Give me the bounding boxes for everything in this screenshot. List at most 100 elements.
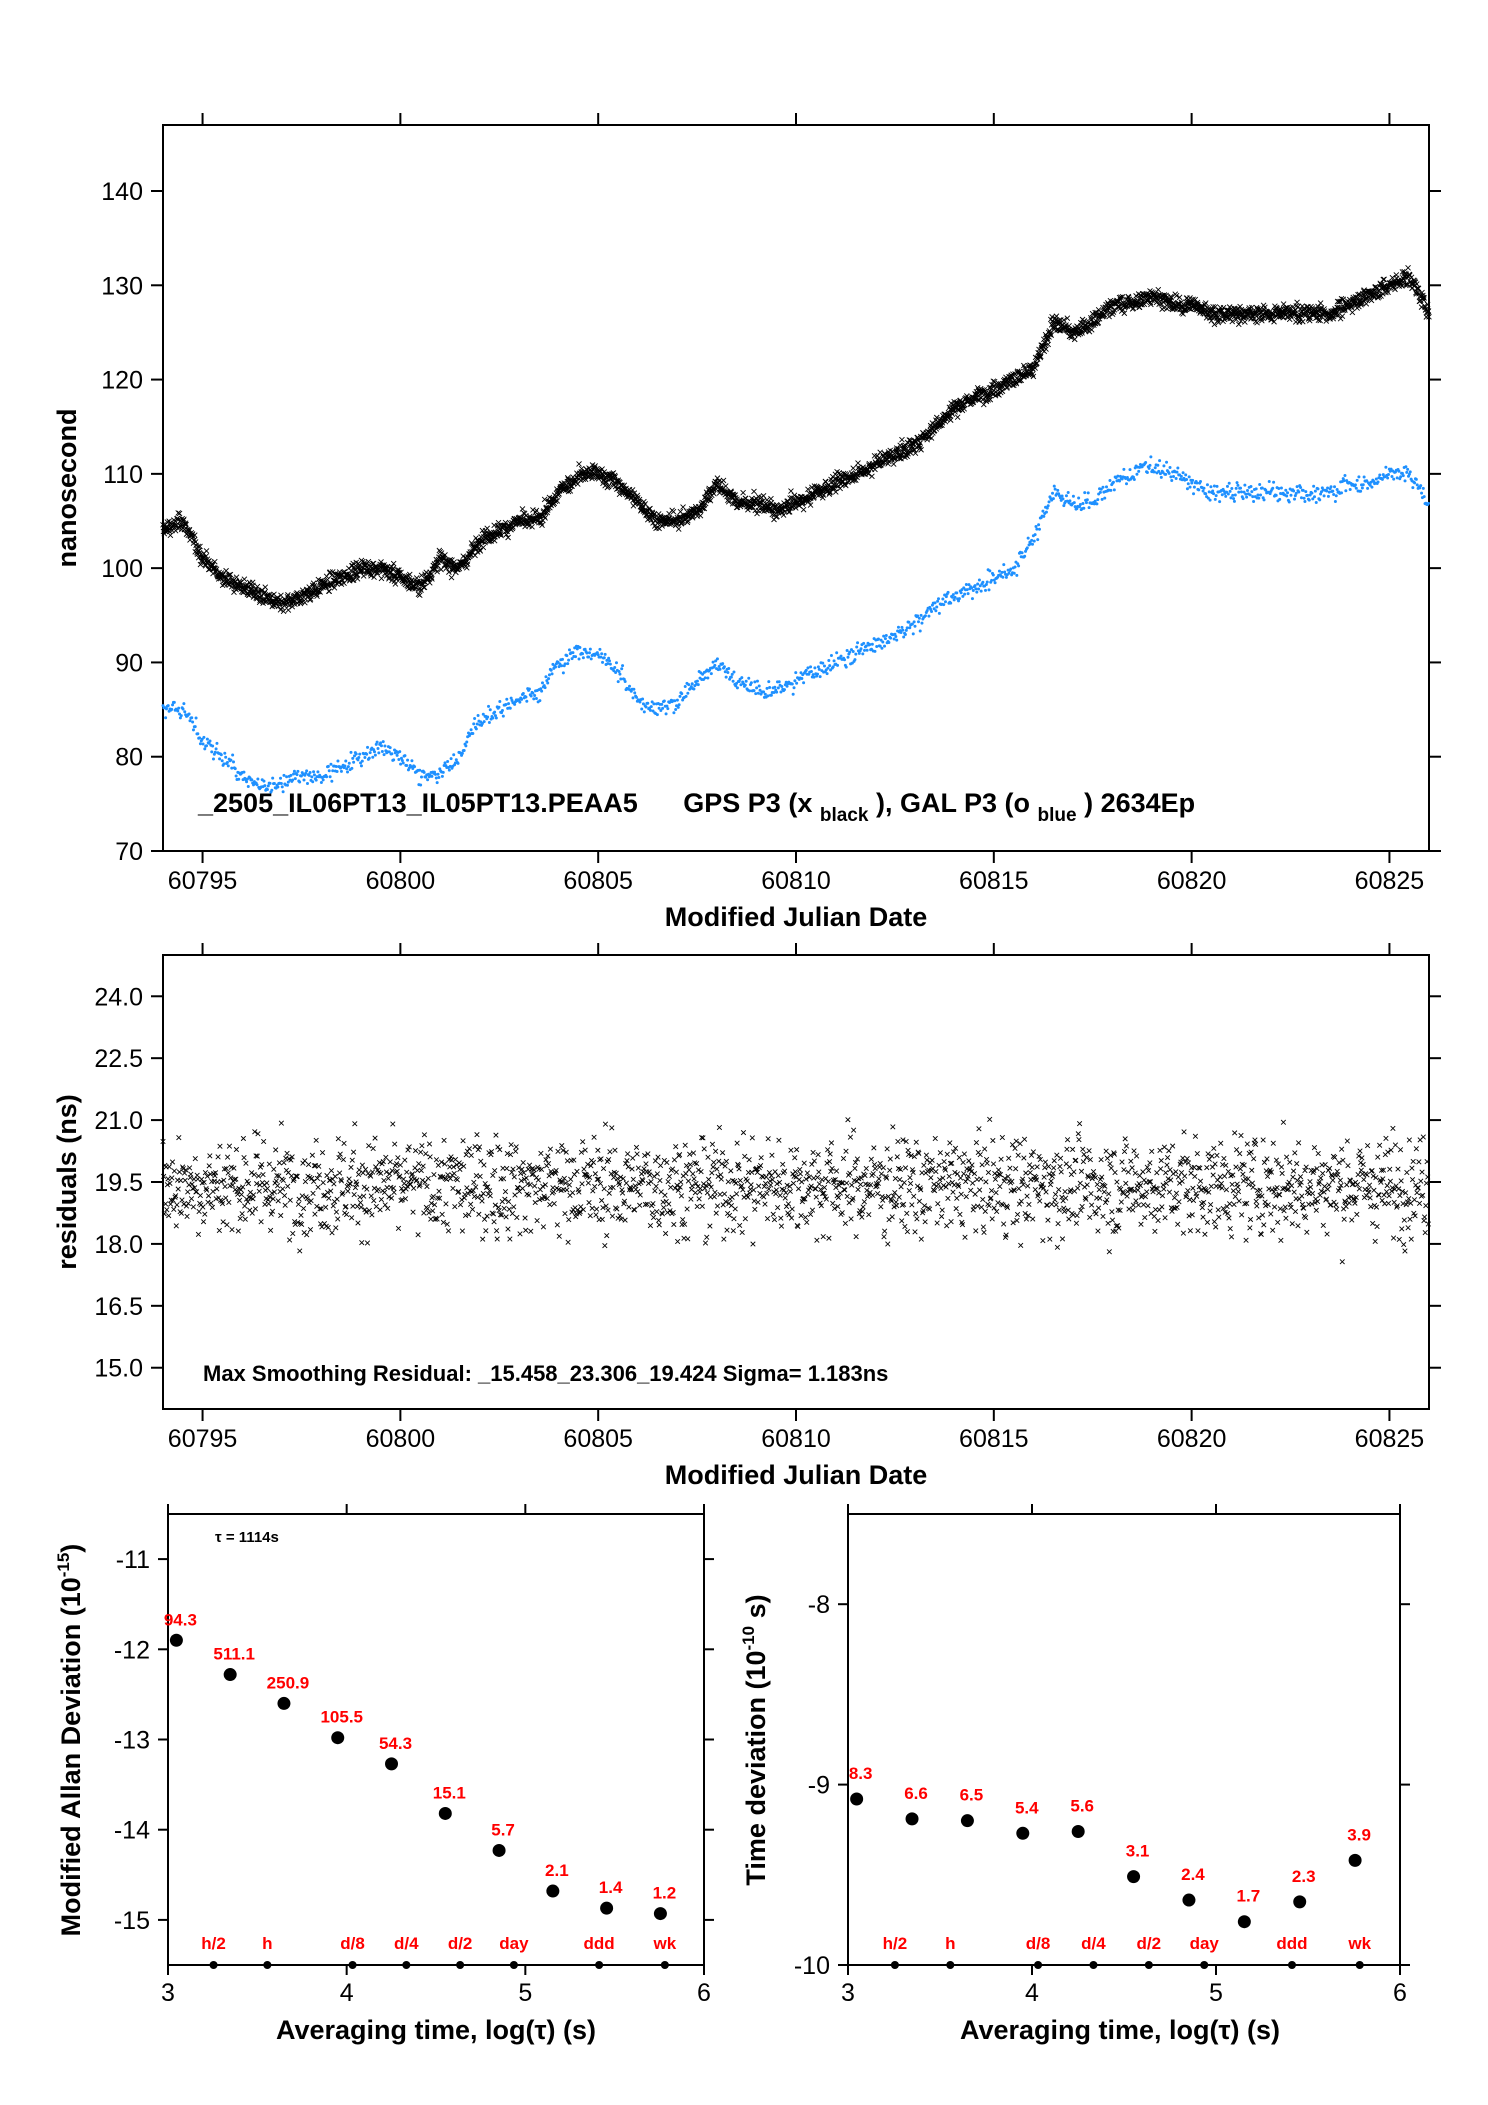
gal-point-2714 [1342, 479, 1346, 483]
residual-point-131 [243, 1160, 249, 1166]
gal-point-852 [532, 697, 536, 701]
gal-point-1496 [812, 675, 816, 679]
gal-point-330 [305, 769, 309, 773]
gal-point-2520 [1258, 483, 1262, 487]
residual-point-257 [323, 1204, 329, 1210]
gal-point-1792 [941, 597, 945, 601]
residual-point-99 [223, 1195, 229, 1201]
gal-point-578 [413, 765, 417, 769]
gal-point-252 [271, 776, 275, 780]
residual-point-451 [445, 1228, 452, 1234]
residual-point-413 [421, 1132, 428, 1138]
p1-ytick-label-5: 120 [101, 367, 143, 395]
residual-point-301 [350, 1149, 357, 1155]
gal-point-384 [328, 775, 332, 779]
residual-point-465 [454, 1177, 460, 1183]
gal-point-400 [335, 769, 339, 773]
gal-point-2456 [1230, 487, 1234, 491]
gal-point-1414 [776, 686, 780, 690]
gal-point-600 [422, 770, 426, 774]
gal-point-1434 [785, 684, 789, 688]
gal-point-1368 [756, 691, 760, 695]
gps-point-85 [197, 543, 203, 550]
gal-point-928 [565, 654, 569, 658]
gal-point-1586 [851, 649, 855, 653]
residual-point-325 [366, 1143, 372, 1149]
gal-point-1006 [599, 655, 603, 659]
residual-point-352 [383, 1154, 389, 1161]
gal-point-2530 [1262, 498, 1266, 502]
gal-point-2698 [1335, 488, 1339, 492]
residual-point-523 [491, 1219, 497, 1225]
gal-point-242 [266, 784, 270, 788]
gal-point-2908 [1427, 501, 1431, 505]
gal-point-1364 [755, 686, 759, 690]
gps-point-328 [302, 596, 309, 602]
gal-point-2630 [1306, 493, 1310, 497]
residual-point-205 [290, 1230, 296, 1237]
gal-point-2126 [1086, 491, 1090, 495]
gal-point-2802 [1380, 477, 1384, 481]
gal-point-1528 [826, 666, 830, 670]
gal-point-2194 [1116, 474, 1120, 478]
gps-point-277 [280, 608, 287, 615]
gps-point-1288 [720, 477, 727, 484]
gal-point-1352 [749, 681, 753, 685]
gal-point-1922 [997, 569, 1001, 573]
gal-point-538 [395, 753, 399, 757]
gal-point-300 [292, 772, 296, 776]
gal-point-278 [282, 773, 286, 777]
residual-point-273 [333, 1225, 339, 1231]
gal-point-500 [379, 741, 383, 745]
gal-point-2108 [1078, 502, 1082, 506]
residual-point-303 [352, 1121, 358, 1127]
gal-point-1014 [602, 656, 606, 660]
gal-point-456 [359, 764, 363, 768]
gal-point-556 [403, 754, 407, 758]
gal-point-2304 [1164, 472, 1168, 476]
residual-point-423 [428, 1216, 434, 1222]
gal-point-1128 [652, 702, 656, 706]
gps-point-878 [542, 515, 548, 521]
residual-point-259 [324, 1172, 330, 1179]
gal-point-192 [245, 780, 249, 784]
gal-point-432 [349, 750, 353, 754]
gps-point-96 [201, 556, 208, 562]
gal-point-2676 [1326, 486, 1330, 490]
gal-point-284 [285, 775, 289, 779]
gal-point-750 [487, 721, 491, 725]
gal-point-1338 [743, 683, 747, 687]
gal-point-2470 [1236, 483, 1240, 487]
gal-point-2418 [1213, 497, 1217, 501]
gal-point-2752 [1359, 489, 1363, 493]
gal-point-286 [285, 783, 289, 787]
gal-point-2890 [1419, 484, 1423, 488]
gps-point-298 [289, 597, 296, 604]
gal-point-26 [172, 700, 176, 704]
gal-point-1980 [1023, 554, 1027, 558]
gal-point-1612 [863, 648, 867, 652]
gps-point-953 [574, 481, 581, 487]
gal-point-2740 [1353, 483, 1357, 487]
residual-point-101 [224, 1222, 230, 1228]
residual-point-444 [441, 1137, 447, 1144]
gps-point-567 [406, 571, 413, 578]
gal-point-530 [392, 758, 396, 762]
gal-point-2614 [1299, 486, 1303, 490]
gal-point-314 [298, 780, 302, 784]
gal-point-2076 [1064, 494, 1068, 498]
gal-point-2526 [1260, 486, 1264, 490]
gps-point-140 [221, 574, 227, 580]
residual-point-417 [424, 1183, 430, 1190]
gal-point-76 [194, 716, 198, 720]
gal-point-12 [166, 704, 170, 708]
gal-point-382 [327, 769, 331, 773]
gps-point-956 [576, 461, 582, 467]
residual-point-44 [188, 1171, 194, 1177]
gal-point-2892 [1420, 491, 1424, 495]
gal-point-978 [587, 655, 591, 659]
gps-point-902 [552, 498, 559, 505]
residual-point-505 [480, 1236, 486, 1242]
gal-point-2856 [1404, 465, 1408, 469]
gal-point-2104 [1077, 496, 1081, 500]
